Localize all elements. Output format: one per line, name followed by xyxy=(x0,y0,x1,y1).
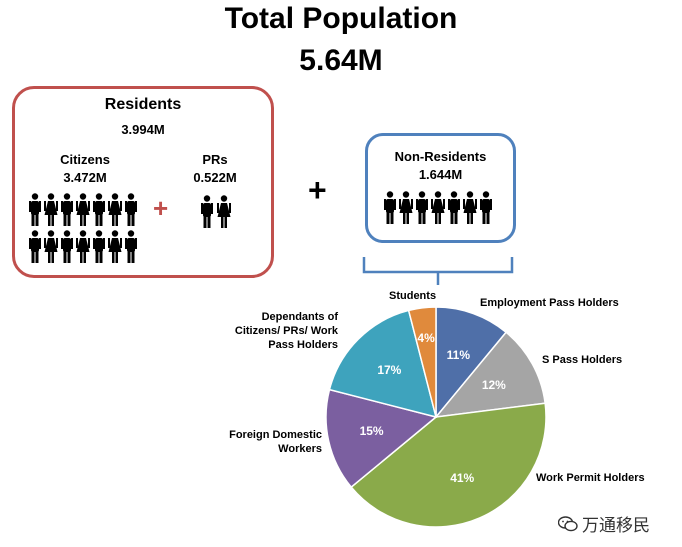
slice-category-label-line: S Pass Holders xyxy=(542,354,623,366)
plus-sign-residents: + xyxy=(153,193,169,223)
residents-value: 3.994M xyxy=(121,122,165,137)
slice-percent-label: 11% xyxy=(446,347,471,362)
prs-value: 0.522M xyxy=(193,170,237,185)
page-title: Total Population xyxy=(224,2,458,35)
pie-slice xyxy=(350,402,547,528)
watermark-text: 万通移民 xyxy=(582,516,650,535)
prs-label: PRs xyxy=(202,152,228,167)
watermark: 万通移民 xyxy=(558,511,650,536)
slice-category-label: S Pass Holders xyxy=(542,353,622,367)
non-residents-box xyxy=(365,133,516,243)
slice-category-label: Students xyxy=(389,289,436,303)
slice-category-label: Dependants of Citizens/ PRs/ Work Pass Hol… xyxy=(235,310,338,352)
slice-percent-label: 41% xyxy=(450,470,475,485)
plus-sign: + xyxy=(308,172,327,208)
total-population-value: 5.64M xyxy=(299,44,383,77)
slice-category-label: Foreign Domestic Workers xyxy=(229,428,322,456)
slice-category-label: Work Permit Holders xyxy=(536,471,645,485)
slice-percent-label: 4% xyxy=(417,331,435,346)
wechat-icon xyxy=(558,515,578,531)
slice-percent-label: 17% xyxy=(377,363,402,378)
slice-category-label: Employment Pass Holders xyxy=(480,296,619,310)
pie-slice xyxy=(325,388,438,489)
pie-slice xyxy=(435,306,508,420)
bracket xyxy=(362,257,514,285)
pie-slice xyxy=(407,306,437,418)
slice-category-label-line: Workers xyxy=(278,443,322,455)
pie-slice xyxy=(434,331,546,418)
residents-label: Residents xyxy=(104,96,182,113)
slice-category-label-line: Citizens/ PRs/ Work xyxy=(234,325,338,337)
slice-category-label-line: Work Permit Holders xyxy=(536,472,645,484)
citizens-label: Citizens xyxy=(60,152,110,167)
slice-percent-label: 15% xyxy=(359,424,384,439)
slice-category-label-line: Employment Pass Holders xyxy=(480,297,619,309)
non-residents-value: 1.644M xyxy=(418,167,463,182)
slice-category-label-line: Dependants of xyxy=(261,311,338,323)
slice-percent-label: 12% xyxy=(481,378,506,393)
slice-category-label-line: Pass Holders xyxy=(268,339,338,351)
citizens-value: 3.472M xyxy=(63,170,107,185)
slice-category-label-line: Foreign Domestic xyxy=(229,429,322,441)
pie-slice xyxy=(328,309,438,419)
slice-category-label-line: Students xyxy=(389,290,437,302)
non-residents-label: Non-Residents xyxy=(394,149,487,164)
